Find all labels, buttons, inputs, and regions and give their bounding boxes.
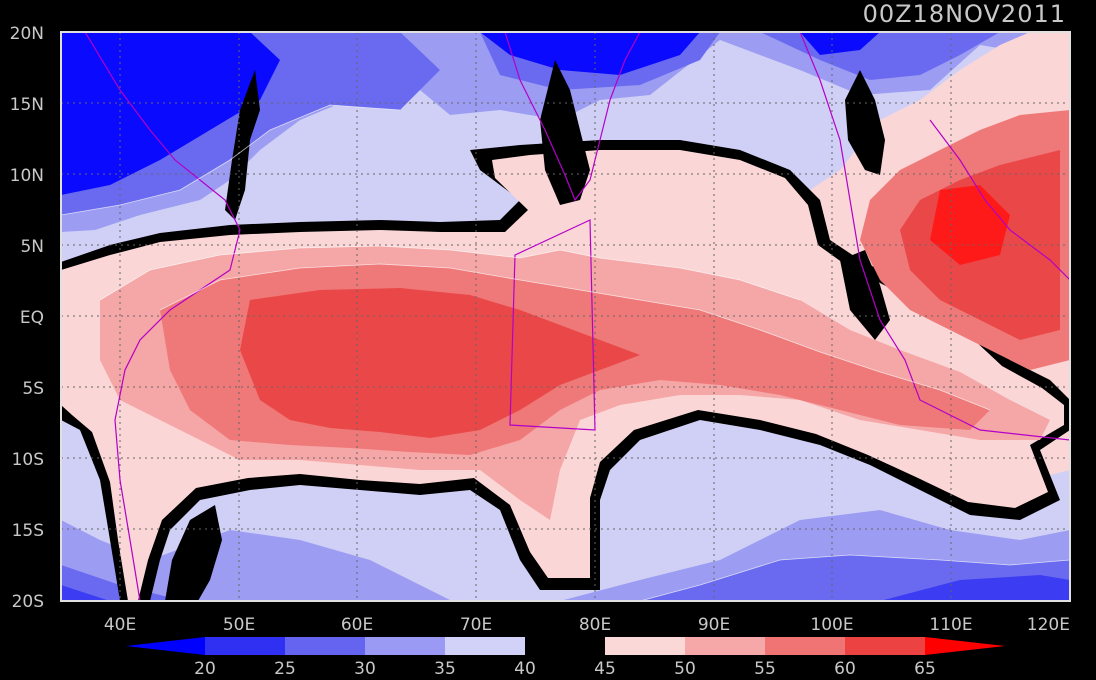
landmass-arabia-strip xyxy=(225,70,260,220)
lon-label: 110E xyxy=(929,615,972,635)
colorbar-tick: 65 xyxy=(914,659,936,679)
lat-label: EQ xyxy=(20,308,44,328)
lon-label: 40E xyxy=(104,615,136,635)
landmass-madagascar xyxy=(165,505,222,601)
colorbar-tick: 50 xyxy=(674,659,696,679)
colorbar-segment xyxy=(285,637,365,655)
lat-label: 20N xyxy=(10,24,44,44)
lat-label: 10N xyxy=(10,166,44,186)
colorbar-segment xyxy=(605,637,685,655)
landmass-myanmar xyxy=(845,70,885,175)
colorbar-tick: 35 xyxy=(434,659,456,679)
lat-label: 5S xyxy=(22,379,44,399)
colorbar-arrow-left xyxy=(126,637,205,655)
lon-label: 70E xyxy=(460,615,492,635)
colorbar-tick: 45 xyxy=(594,659,616,679)
lat-label: 5N xyxy=(20,237,44,257)
field-25-30-north xyxy=(61,32,1000,215)
colorbar-arrow-right xyxy=(925,637,1005,655)
colorbar-tick: 30 xyxy=(354,659,376,679)
colorbar-segment xyxy=(685,637,765,655)
map-panel xyxy=(61,32,1070,601)
colorbar-segment xyxy=(365,637,445,655)
lon-label: 50E xyxy=(223,615,255,635)
field-20-25-north xyxy=(61,32,880,195)
map-title: 00Z18NOV2011 xyxy=(863,0,1066,28)
lon-label: 80E xyxy=(579,615,611,635)
coastlines xyxy=(84,32,1070,601)
lat-label: 15S xyxy=(12,521,44,541)
lat-label: 20S xyxy=(12,592,44,612)
lon-label: 100E xyxy=(810,615,853,635)
colorbar-tick: 60 xyxy=(834,659,856,679)
colorbar-tick: 40 xyxy=(514,659,536,679)
colorbar: 20 25 30 35 40 45 50 55 60 65 xyxy=(126,637,1005,679)
colorbar-segment xyxy=(205,637,285,655)
field-20-25-south xyxy=(61,575,1070,601)
colorbar-segment xyxy=(525,637,605,655)
field-60-65 xyxy=(240,288,640,438)
colorbar-tick: 20 xyxy=(194,659,216,679)
lat-label: 15N xyxy=(10,95,44,115)
landmass-sumatra xyxy=(840,250,890,340)
field-25-30-south xyxy=(61,555,1070,601)
colorbar-segment xyxy=(845,637,925,655)
colorbar-segment xyxy=(445,637,525,655)
lon-label: 60E xyxy=(341,615,373,635)
lon-label: 90E xyxy=(698,615,730,635)
colorbar-segment xyxy=(765,637,845,655)
lon-label: 120E xyxy=(1027,615,1070,635)
contour-lines xyxy=(61,104,1070,601)
lat-label: 10S xyxy=(12,450,44,470)
colorbar-tick: 55 xyxy=(754,659,776,679)
colorbar-tick: 25 xyxy=(274,659,296,679)
landmass-india xyxy=(540,60,590,205)
map-grid xyxy=(61,32,1070,601)
map-frame xyxy=(60,31,1071,602)
lat-axis: 20N 15N 10N 5N EQ 5S 10S 15S 20S xyxy=(10,24,44,612)
lon-axis: 40E 50E 60E 70E 80E 90E 100E 110E 120E xyxy=(104,615,1070,635)
